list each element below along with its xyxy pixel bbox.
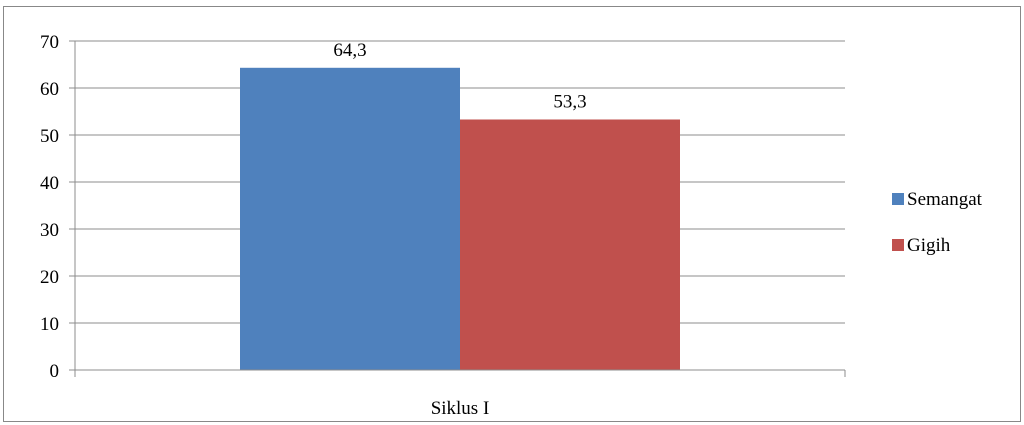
legend-swatch-semangat [892, 193, 904, 205]
y-tick-label-0: 0 [50, 361, 60, 382]
data-label-gigih: 53,3 [553, 91, 586, 112]
x-tick-label-0: Siklus I [431, 398, 490, 419]
bar-gigih [460, 119, 680, 371]
y-tick-label-50: 50 [40, 126, 59, 147]
bar-semangat [240, 67, 460, 370]
legend-label-gigih: Gigih [907, 235, 951, 256]
bars [240, 67, 680, 371]
y-tick-label-70: 70 [40, 32, 59, 53]
y-tick-label-60: 60 [40, 79, 59, 100]
y-tick-label-30: 30 [40, 220, 59, 241]
y-tick-label-20: 20 [40, 267, 59, 288]
legend-swatch-gigih [892, 239, 904, 251]
y-tick-label-40: 40 [40, 173, 59, 194]
legend-label-semangat: Semangat [907, 189, 983, 210]
y-tick-label-10: 10 [40, 314, 59, 335]
axes [69, 40, 846, 377]
labels: 0 10 20 30 40 50 60 70 64,3 53,3 Siklus I [40, 32, 587, 419]
legend: Semangat Gigih [892, 189, 983, 256]
data-label-semangat: 64,3 [333, 40, 366, 61]
